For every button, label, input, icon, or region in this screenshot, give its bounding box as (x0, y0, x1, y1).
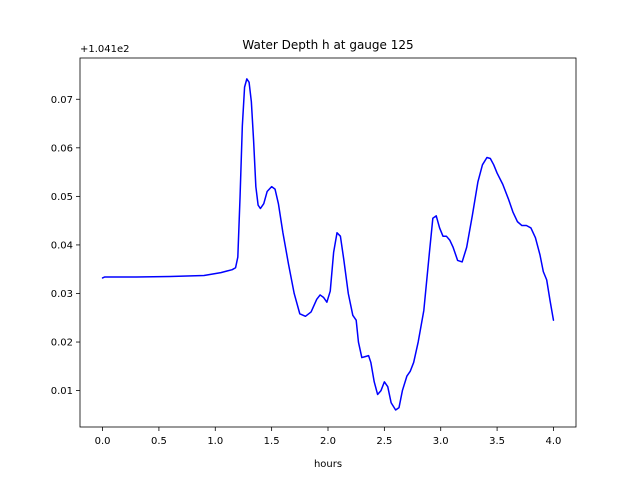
y-axis: 0.01 0.02 0.03 0.04 0.05 0.06 0.07 (51, 95, 80, 397)
x-tick-label: 4.0 (546, 436, 562, 447)
y-tick-label: 0.05 (51, 192, 73, 203)
y-tick-label: 0.01 (51, 386, 73, 397)
x-tick-label: 1.5 (264, 436, 280, 447)
y-tick-label: 0.03 (51, 289, 73, 300)
x-tick-label: 0.5 (151, 436, 167, 447)
x-tick-label: 2.0 (320, 436, 336, 447)
x-axis: 0.0 0.5 1.0 1.5 2.0 2.5 3.0 3.5 4.0 (95, 427, 562, 447)
x-tick-label: 3.5 (489, 436, 505, 447)
y-offset-label: +1.041e2 (80, 44, 130, 55)
y-tick-label: 0.02 (51, 338, 73, 349)
series-line-0 (101, 78, 555, 411)
x-tick-label: 0.0 (95, 436, 111, 447)
x-tick-label: 3.0 (433, 436, 449, 447)
y-tick-label: 0.06 (51, 143, 73, 154)
y-tick-label: 0.04 (51, 240, 73, 251)
x-tick-label: 1.0 (207, 436, 223, 447)
y-tick-label: 0.07 (51, 95, 73, 106)
x-axis-label: hours (314, 459, 342, 470)
x-tick-label: 2.5 (376, 436, 392, 447)
chart-title: Water Depth h at gauge 125 (242, 38, 413, 52)
